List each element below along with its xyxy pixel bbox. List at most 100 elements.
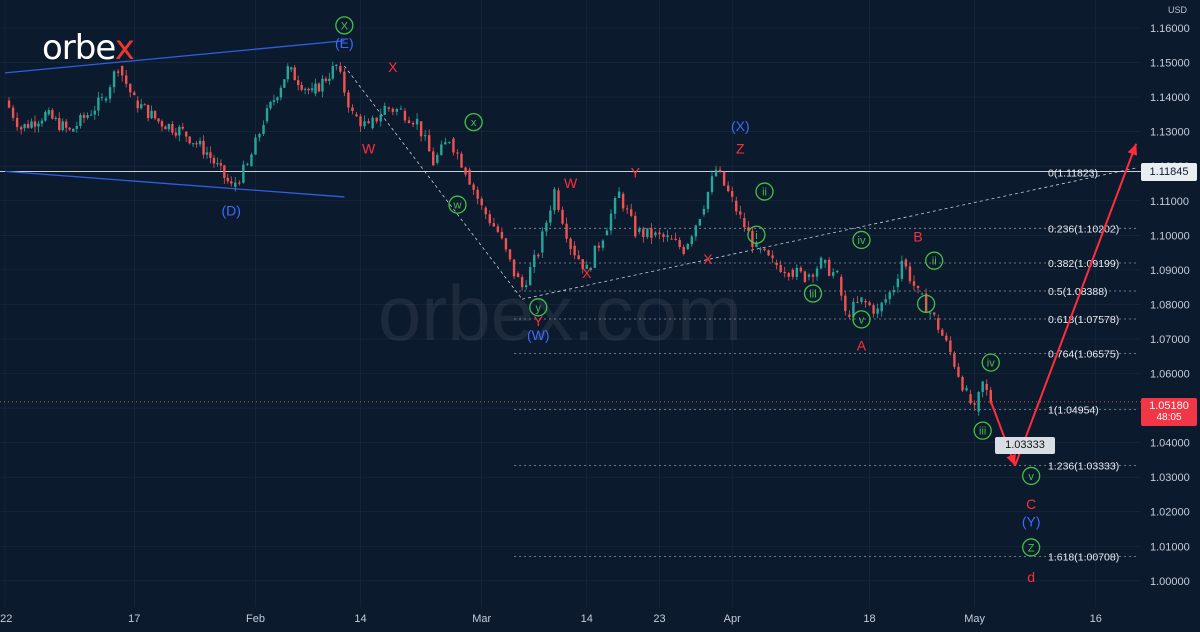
candle-body [973, 403, 976, 405]
candle-body [296, 80, 300, 85]
wave-label: Y [534, 313, 544, 329]
candle-body [512, 259, 516, 277]
wave-label: Y [631, 165, 641, 181]
candle-body [504, 238, 508, 250]
wave-label: (D) [222, 203, 241, 219]
candle-body [293, 67, 296, 81]
candle-body [731, 191, 734, 197]
candle-body [464, 167, 467, 175]
candle-body [674, 238, 677, 240]
candle-body [238, 182, 241, 184]
candle-body [112, 71, 116, 88]
x-tick-label: Mar [472, 613, 491, 625]
candle-body [363, 121, 366, 127]
x-tick-label: Apr [724, 613, 741, 625]
y-axis[interactable]: 1.160001.150001.140001.130001.120001.110… [1141, 0, 1200, 627]
candle-body [303, 88, 307, 90]
candle-body [933, 312, 936, 315]
candle-body [290, 67, 293, 70]
candle-body [456, 152, 459, 154]
candle-body [807, 274, 811, 277]
wave-label: (Y) [1022, 514, 1041, 530]
candle-body [448, 142, 451, 144]
y-tick-label: 1.08000 [1150, 299, 1190, 311]
current-price: 1.05180 [1149, 400, 1189, 412]
candle-body [654, 232, 657, 236]
reference-price-box: 1.11845 [1141, 163, 1197, 181]
projection-arrow [989, 400, 1016, 467]
candle-body [314, 83, 317, 94]
x-tick-label: 14 [354, 613, 366, 625]
candle-body [868, 302, 871, 306]
candle-body [415, 118, 419, 125]
candle-body [30, 121, 33, 128]
candle-body [823, 259, 827, 263]
candle-body [254, 137, 257, 155]
candle-body [775, 262, 778, 266]
candle-body [722, 171, 726, 186]
candle-body [383, 105, 386, 115]
candle-body [852, 301, 855, 317]
x-tick-label: May [964, 613, 985, 625]
candle-body [492, 223, 496, 227]
wave-label: d [1027, 569, 1035, 585]
candle-body [500, 231, 504, 239]
candle-body [759, 248, 762, 250]
candle-body [440, 144, 443, 155]
candle-body [638, 228, 641, 232]
candle-body [860, 297, 863, 302]
wave-label-circle [755, 182, 774, 201]
candle-body [856, 301, 859, 303]
trend-lines[interactable] [4, 40, 1137, 300]
candle-body [375, 117, 378, 122]
y-tick-label: 1.16000 [1150, 23, 1190, 35]
wave-label-circle [448, 195, 467, 214]
candle-body [763, 248, 766, 251]
candle-body [658, 232, 661, 235]
candle-body [395, 109, 399, 112]
candle-body [64, 121, 68, 128]
candle-body [399, 108, 403, 110]
candle-body [476, 189, 479, 199]
candle-body [205, 152, 209, 155]
candle-body [880, 302, 883, 312]
x-axis[interactable]: l22 17 Feb 14 Mar 14 23 Apr 18 May 16 [0, 607, 1141, 627]
candle-body [949, 340, 952, 353]
candle-body [86, 115, 89, 118]
candle-body [230, 181, 233, 184]
candle-body [549, 210, 552, 223]
fibonacci-levels[interactable]: 0(1.11823) 0.236(1.10202) 0.382(1.09199) 0.… [0, 167, 1141, 563]
current-price-box: 1.05180 48:05 [1141, 398, 1197, 426]
fib-level-label: 0.764(1.06575) [1048, 349, 1119, 361]
currency-label: USD [1168, 5, 1188, 15]
candle-body [97, 97, 100, 111]
wave-label: B [913, 228, 922, 244]
candle-body [174, 132, 178, 136]
candle-body [19, 127, 23, 130]
candle-body [795, 267, 799, 277]
wave-label: v [859, 314, 865, 326]
candle-body [136, 100, 139, 109]
candle-body [331, 65, 335, 79]
candle-body [520, 277, 524, 288]
x-tick-label: Feb [246, 613, 265, 625]
projection[interactable] [989, 143, 1138, 467]
candle-body [920, 293, 924, 295]
candle-body [37, 123, 40, 127]
candle-body [351, 107, 354, 112]
candle-body [625, 208, 629, 210]
candle-body [726, 185, 730, 192]
wave-labels: X(E)(D)XWxwWXYX(X)ZiiiyY(W)iiiivvABiiiiv… [222, 16, 1156, 585]
candle-body [51, 110, 54, 119]
wave-label-circle [852, 230, 871, 250]
candle-body [836, 270, 839, 273]
candle-body [15, 117, 19, 128]
candle-body [787, 273, 790, 277]
candle-body [23, 124, 26, 129]
candle-body [650, 228, 653, 238]
candle-body [634, 215, 637, 237]
candle-body [904, 259, 908, 267]
candle-body [89, 114, 93, 116]
